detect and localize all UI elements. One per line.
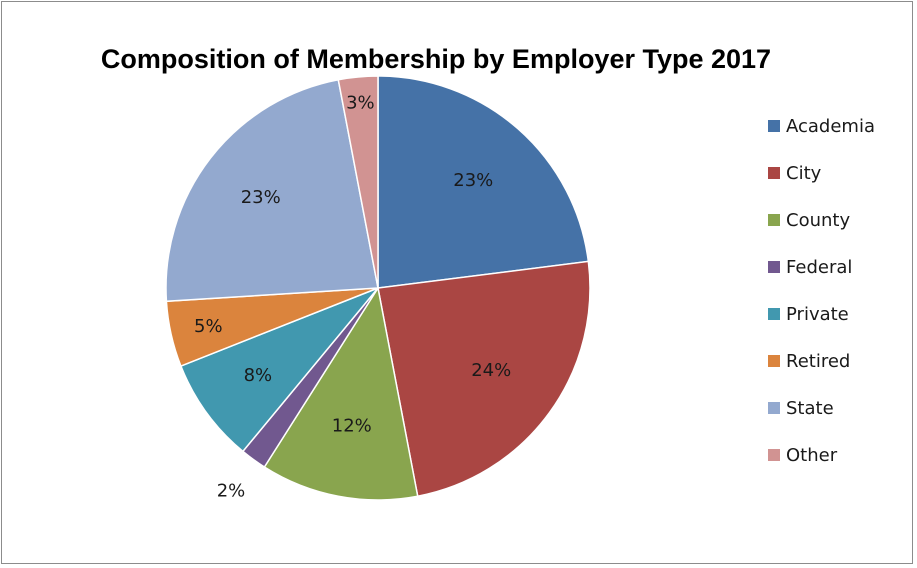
legend-swatch-state — [768, 402, 780, 414]
data-label-state: 23% — [241, 187, 281, 208]
legend-label-academia: Academia — [786, 116, 875, 137]
pie-slice-other — [337, 75, 379, 289]
legend-label-city: City — [786, 163, 822, 184]
legend-swatch-private — [768, 308, 780, 320]
pie-data-labels: 23% 24% 12% 2% 8% 5% 23% 3% — [194, 92, 511, 501]
legend-swatch-retired — [768, 355, 780, 367]
pie-slice-academia — [377, 75, 590, 289]
legend-label-federal: Federal — [786, 257, 852, 278]
legend-label-county: County — [786, 210, 850, 231]
data-label-retired: 5% — [194, 316, 223, 337]
data-label-city: 24% — [471, 360, 511, 381]
pie-slice-state — [165, 78, 379, 303]
data-label-academia: 23% — [453, 170, 493, 191]
legend-label-retired: Retired — [786, 351, 850, 372]
pie-slice-private — [179, 287, 379, 453]
legend-label-private: Private — [786, 304, 849, 325]
legend: Academia City County Federal Private Retired S… — [768, 116, 875, 466]
legend-swatch-county — [768, 214, 780, 226]
data-label-private: 8% — [244, 365, 273, 386]
pie-slice-city — [377, 260, 591, 498]
chart-title: Composition of Membership by Employer Ty… — [101, 44, 771, 74]
data-label-federal: 2% — [217, 480, 246, 501]
legend-swatch-academia — [768, 120, 780, 132]
legend-swatch-other — [768, 449, 780, 461]
data-label-county: 12% — [332, 415, 372, 436]
pie-slices — [165, 75, 591, 501]
legend-label-state: State — [786, 398, 834, 419]
legend-swatch-city — [768, 167, 780, 179]
pie-slice-county — [263, 285, 419, 501]
legend-swatch-federal — [768, 261, 780, 273]
data-label-other: 3% — [346, 92, 375, 113]
legend-label-other: Other — [786, 445, 838, 466]
